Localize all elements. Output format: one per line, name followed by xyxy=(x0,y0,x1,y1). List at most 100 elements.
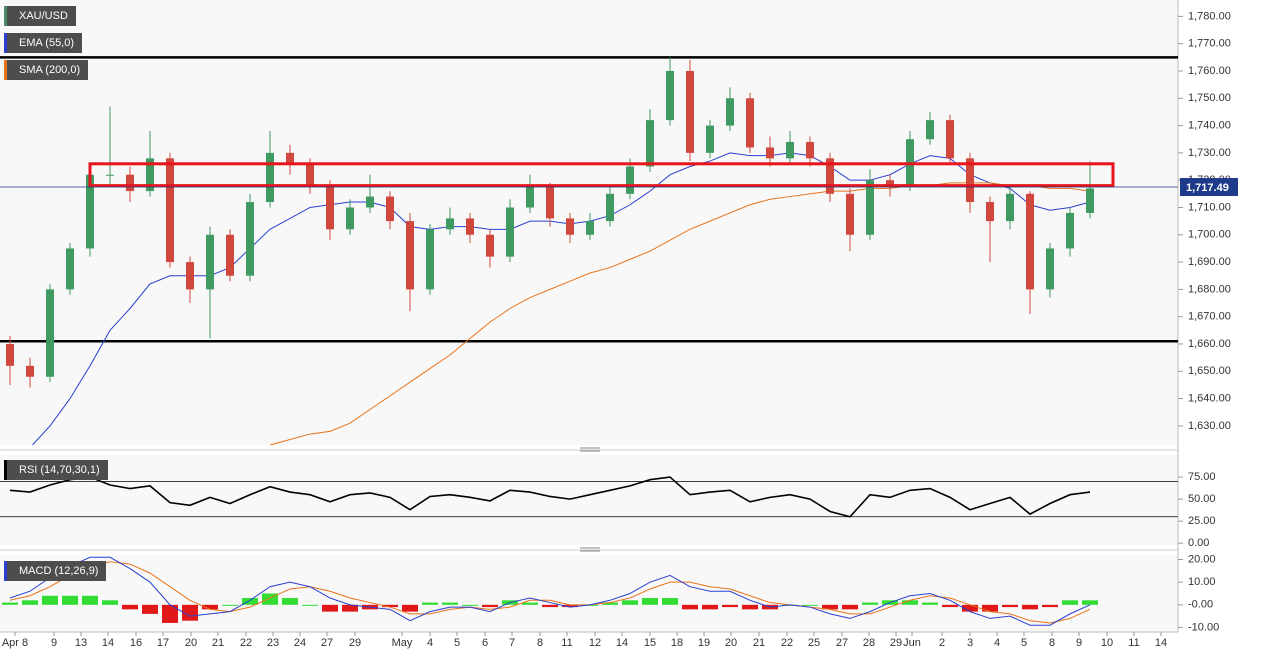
histogram-bar xyxy=(302,604,318,606)
candle-body xyxy=(566,218,574,235)
histogram-bar xyxy=(382,604,398,608)
x-tick-label: 20 xyxy=(185,637,197,649)
candle-body xyxy=(266,152,274,203)
y-tick-label: 1,710.00 xyxy=(1188,201,1231,213)
histogram-bar xyxy=(542,604,558,608)
candle-body xyxy=(346,207,354,230)
resize-handle[interactable] xyxy=(580,547,600,552)
y-tick-label: -10.00 xyxy=(1188,621,1219,633)
legend-tag[interactable]: EMA (55,0) xyxy=(4,33,83,53)
y-tick-label: 1,670.00 xyxy=(1188,311,1231,323)
x-tick-label: 23 xyxy=(267,637,279,649)
y-tick-label: 1,660.00 xyxy=(1188,338,1231,350)
histogram-bar xyxy=(1082,600,1098,605)
y-tick-label: -0.00 xyxy=(1188,599,1213,611)
x-tick-label: 29 xyxy=(349,637,361,649)
candle-body xyxy=(686,70,694,153)
x-tick-label: 6 xyxy=(482,637,488,649)
candle-body xyxy=(966,158,974,203)
rsi-line xyxy=(9,476,1091,518)
x-tick-label: 14 xyxy=(616,637,628,649)
candle-body xyxy=(846,193,854,235)
histogram-bar xyxy=(722,604,738,608)
candle-body xyxy=(546,185,554,219)
legend-tag[interactable]: MACD (12,26,9) xyxy=(4,561,107,581)
candle-body xyxy=(646,120,654,167)
legend-tag[interactable]: XAU/USD xyxy=(4,6,76,26)
legend-tag[interactable]: RSI (14,70,30,1) xyxy=(4,460,108,480)
candle-body xyxy=(326,185,334,230)
candle-body xyxy=(466,218,474,235)
x-tick-label: 4 xyxy=(994,637,1000,649)
y-tick-label: 0.00 xyxy=(1188,537,1209,549)
histogram-bar xyxy=(262,593,278,605)
histogram-bar xyxy=(702,604,718,610)
indicator-line xyxy=(269,182,1091,445)
candle-body xyxy=(746,98,754,148)
x-tick-label: 3 xyxy=(967,637,973,649)
histogram-bar xyxy=(342,604,358,612)
candle-body xyxy=(386,196,394,222)
x-tick-label: 21 xyxy=(753,637,765,649)
y-tick-label: 25.00 xyxy=(1188,515,1216,527)
zone-box xyxy=(88,162,1115,188)
histogram-bar xyxy=(942,604,958,608)
histogram-bar xyxy=(642,598,658,605)
y-tick-label: 1,730.00 xyxy=(1188,147,1231,159)
histogram-bar xyxy=(902,600,918,605)
histogram-bar xyxy=(822,604,838,610)
y-tick-label: 1,760.00 xyxy=(1188,65,1231,77)
x-tick-label: 11 xyxy=(561,637,572,649)
y-tick-label: 1,640.00 xyxy=(1188,392,1231,404)
candle-body xyxy=(726,98,734,126)
histogram-bar xyxy=(1062,600,1078,605)
x-tick-label: 7 xyxy=(509,637,515,649)
histogram-bar xyxy=(222,604,238,606)
histogram-bar xyxy=(282,598,298,605)
candle-body xyxy=(226,234,234,276)
candle-body xyxy=(186,262,194,290)
x-tick-label: 20 xyxy=(725,637,737,649)
x-tick-label: 14 xyxy=(102,637,114,649)
x-tick-label: 17 xyxy=(157,637,169,649)
histogram-bar xyxy=(1022,604,1038,610)
candle-body xyxy=(6,343,14,366)
x-tick-label: 28 xyxy=(863,637,875,649)
x-tick-label: 9 xyxy=(1076,637,1082,649)
candle-body xyxy=(366,196,374,208)
candle-body xyxy=(1006,193,1014,222)
x-tick-label: 12 xyxy=(589,637,601,649)
x-tick-label: 16 xyxy=(130,637,142,649)
histogram-bar xyxy=(742,604,758,610)
y-tick-label: 50.00 xyxy=(1188,493,1216,505)
candle-body xyxy=(426,229,434,290)
candle-body xyxy=(406,221,414,290)
histogram-bar xyxy=(922,602,938,605)
candle-body xyxy=(786,141,794,159)
x-tick-label: 18 xyxy=(671,637,683,649)
candle-body xyxy=(806,141,814,159)
x-tick-label: 5 xyxy=(454,637,460,649)
candle-body xyxy=(486,234,494,257)
candle-body xyxy=(1046,248,1054,290)
candle-body xyxy=(886,180,894,186)
candle-body xyxy=(926,120,934,140)
y-tick-label: 10.00 xyxy=(1188,576,1216,588)
histogram-bar xyxy=(522,602,538,605)
histogram-bar xyxy=(242,598,258,605)
histogram-bar xyxy=(402,604,418,612)
candle-body xyxy=(766,147,774,159)
x-tick-label: 11 xyxy=(1128,637,1139,649)
y-tick-label: 20.00 xyxy=(1188,553,1216,565)
resize-handle[interactable] xyxy=(580,447,600,452)
candle-body xyxy=(526,185,534,208)
histogram-bar xyxy=(1042,604,1058,608)
x-tick-label: 8 xyxy=(1049,637,1055,649)
x-tick-label: 4 xyxy=(427,637,433,649)
histogram-bar xyxy=(62,595,78,605)
legend-tag[interactable]: SMA (200,0) xyxy=(4,60,89,80)
candle-body xyxy=(106,174,114,176)
histogram-bar xyxy=(982,604,998,612)
histogram-bar xyxy=(682,604,698,610)
